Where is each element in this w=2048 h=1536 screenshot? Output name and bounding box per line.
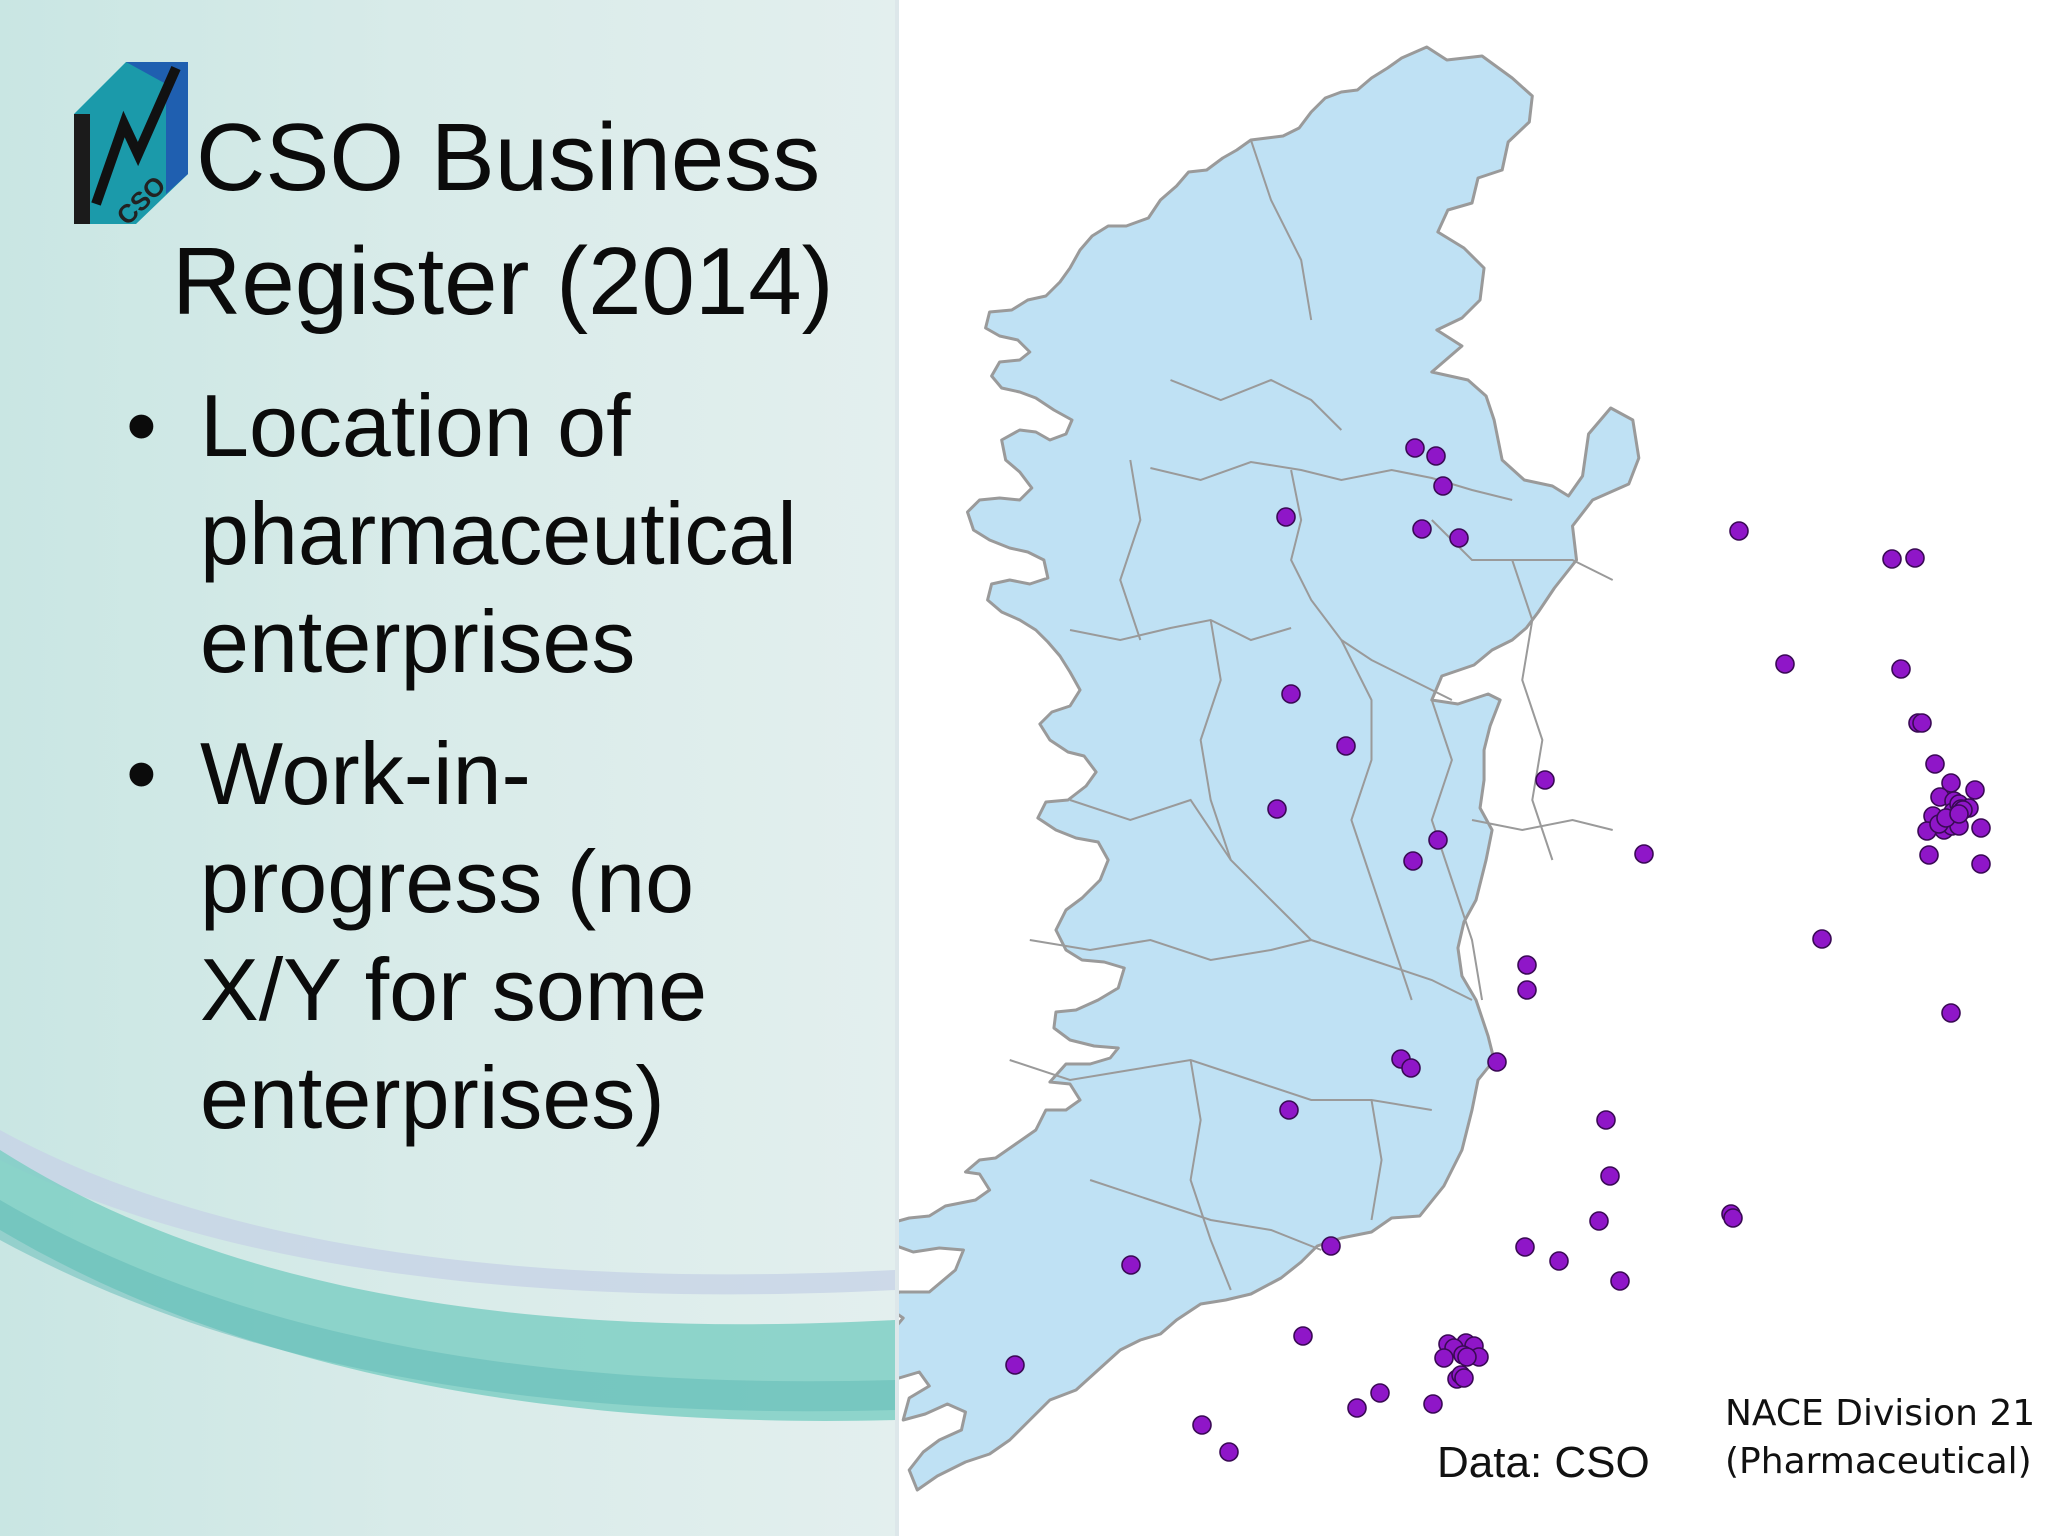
county-boundary (1511, 559, 1554, 861)
county-boundary (1199, 619, 1312, 941)
enterprise-point (1403, 851, 1423, 871)
enterprise-point (1426, 446, 1446, 466)
county-boundary (1029, 938, 1312, 962)
county-boundary (1290, 469, 1453, 701)
enterprise-point (1723, 1208, 1743, 1228)
enterprise-point (1971, 818, 1991, 838)
enterprise-point (1321, 1236, 1341, 1256)
nace-legend-line-1: NACE Division 21 (1725, 1393, 2036, 1434)
enterprise-point (1517, 980, 1537, 1000)
county-boundary (1471, 818, 1613, 832)
enterprise-point (1882, 549, 1902, 569)
enterprise-point (1949, 804, 1969, 824)
bullet-symbol: • (126, 376, 157, 475)
enterprise-point (1121, 1255, 1141, 1275)
county-boundary (1189, 1059, 1232, 1291)
enterprise-point (1336, 736, 1356, 756)
bullet-line: enterprises (200, 592, 636, 691)
county-boundary (1370, 1099, 1383, 1221)
slide-text-panel: CSO CSO Business Register (2014) • Locat… (0, 0, 895, 1536)
bullet-line: enterprises) (200, 1048, 665, 1147)
enterprise-point (1279, 1100, 1299, 1120)
data-credit: Data: CSO (1437, 1438, 1650, 1487)
enterprise-point (1412, 519, 1432, 539)
enterprise-point (1517, 955, 1537, 975)
county-boundary (1340, 639, 1413, 1001)
enterprise-point (1405, 438, 1425, 458)
county-boundary (1150, 460, 1513, 501)
county-boundary (1069, 618, 1292, 642)
enterprise-point (1276, 507, 1296, 527)
enterprise-point (1589, 1211, 1609, 1231)
ireland-map (899, 45, 1991, 1492)
enterprise-points (1005, 438, 1991, 1462)
enterprise-point (1925, 754, 1945, 774)
enterprise-point (1005, 1355, 1025, 1375)
enterprise-point (1919, 845, 1939, 865)
county-boundary (1009, 1058, 1432, 1111)
enterprise-point (1192, 1415, 1212, 1435)
enterprise-point (1457, 1347, 1477, 1367)
enterprise-point (1812, 929, 1832, 949)
enterprise-point (1401, 1058, 1421, 1078)
enterprise-point (1600, 1166, 1620, 1186)
enterprise-point (1434, 1348, 1454, 1368)
enterprise-point (1449, 528, 1469, 548)
ireland-outline (899, 45, 1641, 1492)
enterprise-point (1610, 1271, 1630, 1291)
slide-title: CSO Business Register (2014) (172, 96, 895, 344)
county-boundary (1170, 378, 1343, 431)
enterprise-point (1515, 1237, 1535, 1257)
enterprise-point (1905, 548, 1925, 568)
enterprise-point (1347, 1398, 1367, 1418)
county-boundary (1069, 798, 1232, 861)
cso-logo: CSO (74, 62, 188, 224)
enterprise-point (1293, 1326, 1313, 1346)
enterprise-point (1281, 684, 1301, 704)
county-boundary (1119, 459, 1142, 641)
enterprise-point (1965, 780, 1985, 800)
decorative-swoosh (0, 1130, 895, 1421)
enterprise-point (1423, 1394, 1443, 1414)
enterprise-point (1596, 1110, 1616, 1130)
enterprise-point (1535, 770, 1555, 790)
bullet-line: progress (no (200, 832, 695, 931)
county-boundary (1430, 699, 1484, 1001)
ireland-landmass (899, 45, 1641, 1492)
enterprise-point (1219, 1442, 1239, 1462)
title-line-2: Register (2014) (172, 228, 834, 335)
enterprise-point (1549, 1251, 1569, 1271)
county-boundaries (1009, 139, 1614, 1291)
map-panel: Data: CSO NACE Division 21 (Pharmaceutic… (895, 0, 2048, 1536)
title-line-1: CSO Business (196, 104, 821, 211)
enterprise-point (1729, 521, 1749, 541)
nace-legend: NACE Division 21 (Pharmaceutical) (1725, 1390, 2035, 1486)
enterprise-point (1634, 844, 1654, 864)
county-boundary (1310, 939, 1473, 1001)
county-boundary (1089, 1179, 1322, 1251)
bullet-line: X/Y for some (200, 940, 708, 1039)
bullet-line: Location of (200, 376, 631, 475)
enterprise-point (1487, 1052, 1507, 1072)
enterprise-point (1891, 659, 1911, 679)
bullet-symbol: • (126, 724, 157, 823)
enterprise-point (1370, 1383, 1390, 1403)
enterprise-point (1267, 799, 1287, 819)
enterprise-point (1912, 713, 1932, 733)
enterprise-point (1971, 854, 1991, 874)
bullet-line: pharmaceutical (200, 484, 797, 583)
enterprise-point (1941, 1003, 1961, 1023)
enterprise-point (1775, 654, 1795, 674)
enterprise-point (1428, 830, 1448, 850)
nace-legend-line-2: (Pharmaceutical) (1725, 1441, 2032, 1482)
enterprise-point (1433, 476, 1453, 496)
county-boundary (1249, 139, 1313, 321)
enterprise-point (1454, 1368, 1474, 1388)
bullet-line: Work-in- (200, 724, 531, 823)
